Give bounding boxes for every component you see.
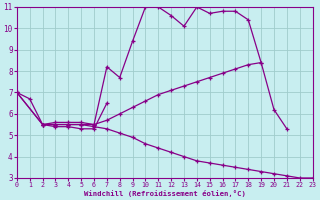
X-axis label: Windchill (Refroidissement éolien,°C): Windchill (Refroidissement éolien,°C) — [84, 190, 246, 197]
